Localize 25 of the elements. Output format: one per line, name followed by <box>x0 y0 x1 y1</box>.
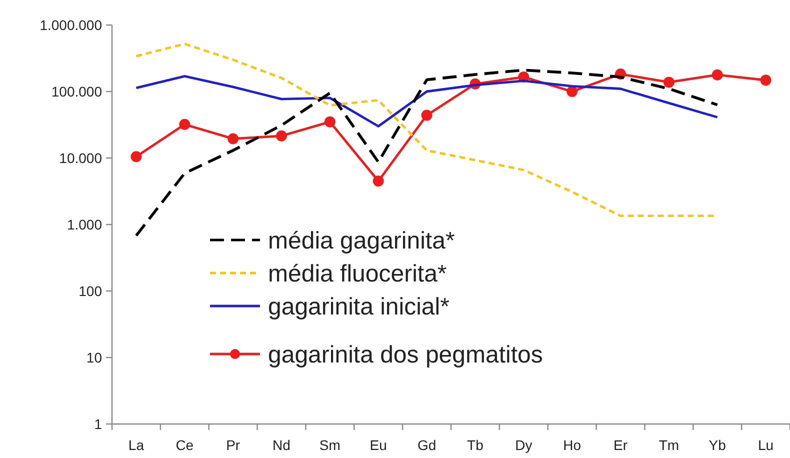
y-tick-label: 10.000 <box>59 150 102 166</box>
x-tick-label: Dy <box>515 437 532 453</box>
y-tick-label: 10 <box>86 349 102 366</box>
x-tick-label: Tm <box>658 437 680 453</box>
x-tick-label: Nd <box>272 437 290 453</box>
x-tick-label: Ce <box>176 437 194 453</box>
x-tick-label: Sm <box>319 437 340 453</box>
y-tick-label: 100.000 <box>51 83 102 100</box>
x-tick-label: Tb <box>467 437 484 453</box>
x-tick-label: Gd <box>417 437 436 453</box>
x-tick-label: Ho <box>563 437 582 453</box>
x-tick-label: Lu <box>758 437 774 453</box>
x-tick-label: Er <box>614 437 628 453</box>
legend-label: média gagarinita* <box>268 227 455 254</box>
x-tick-label: La <box>128 437 144 453</box>
y-tick-label: 1.000 <box>66 216 102 232</box>
y-tick-label: 1 <box>94 416 102 432</box>
legend-label: gagarinita dos pegmatitos <box>268 341 543 368</box>
x-tick-label: Pr <box>226 437 240 453</box>
x-tick-label: Yb <box>708 437 726 453</box>
legend-label: média fluocerita* <box>268 260 447 288</box>
y-tick-label: 100 <box>78 282 102 299</box>
x-tick-label: Eu <box>370 437 387 453</box>
legend-label: gagarinita inicial* <box>268 293 450 320</box>
y-tick-label: 1.000.000 <box>40 16 102 33</box>
